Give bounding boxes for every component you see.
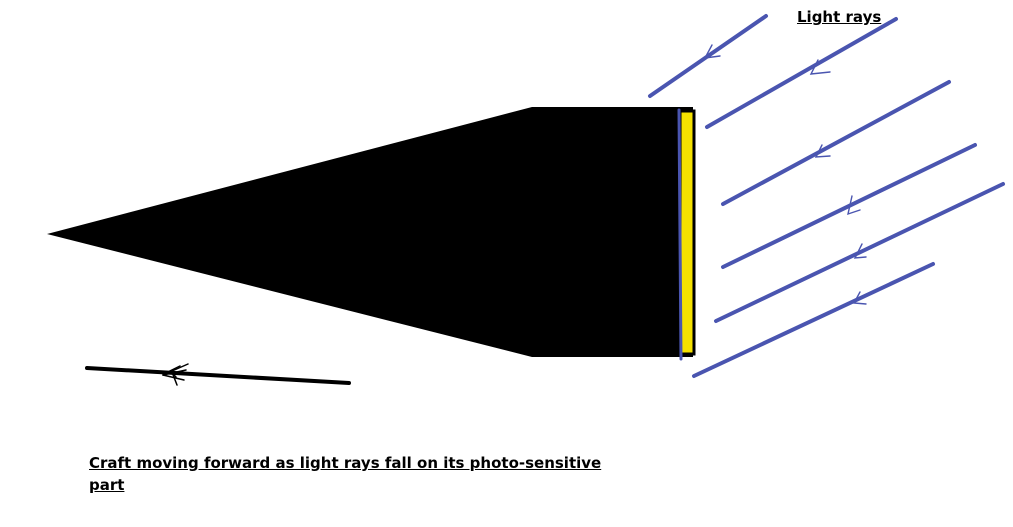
ray-arrow-icon-2 bbox=[809, 59, 831, 75]
diagram-caption: Craft moving forward as light rays fall … bbox=[89, 454, 602, 494]
ray-arrow-icon-5 bbox=[853, 243, 867, 259]
craft-body bbox=[47, 107, 693, 357]
ray-arrow-icon-6 bbox=[852, 291, 867, 305]
light-ray-2 bbox=[705, 17, 898, 129]
light-ray-3 bbox=[721, 80, 951, 206]
motion-arrow-icon bbox=[162, 363, 189, 386]
panel-edge-line bbox=[677, 108, 683, 361]
ray-arrow-icon-4 bbox=[847, 195, 861, 216]
light-ray-4 bbox=[721, 143, 977, 269]
light-ray-6 bbox=[692, 262, 935, 378]
motion-line bbox=[85, 366, 351, 385]
light-ray-5 bbox=[714, 182, 1005, 323]
light-ray-1 bbox=[648, 14, 768, 98]
ray-arrow-icon-3 bbox=[814, 144, 831, 158]
ray-arrow-marks bbox=[703, 44, 867, 305]
light-rays bbox=[648, 14, 1005, 378]
light-rays-label: Light rays bbox=[797, 8, 882, 26]
ray-arrow-icon-1 bbox=[703, 44, 721, 59]
